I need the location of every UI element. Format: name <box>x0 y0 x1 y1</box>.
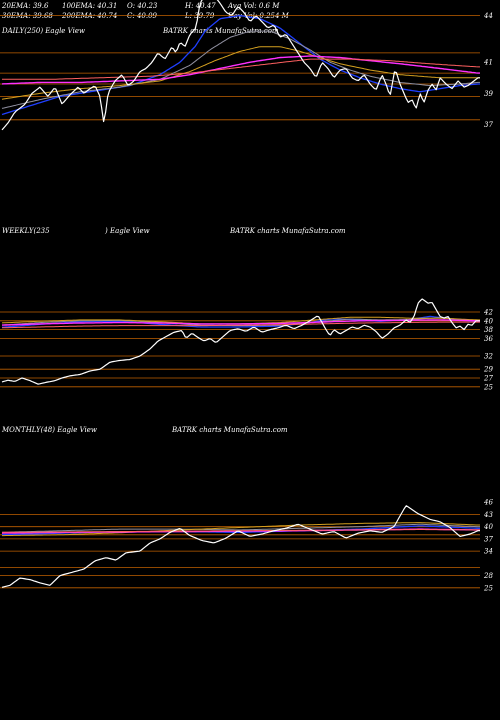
weekly-y-tick: 38 <box>484 326 493 334</box>
monthly-y-tick: 34 <box>484 548 493 556</box>
monthly-ema50-line <box>2 522 480 537</box>
weekly-title-2: ) Eagle View <box>104 227 150 235</box>
daily-y-tick: 44 <box>483 12 493 20</box>
monthly-panel: 46 43 40 37 34 28 25 <box>0 499 493 592</box>
daily-ema20-line <box>1 15 480 116</box>
daily-price-line <box>1 0 480 131</box>
daily-ema200-line <box>2 58 480 80</box>
stat-open: O: 40.23 <box>127 2 158 10</box>
weekly-y-tick: 25 <box>483 383 493 391</box>
weekly-y-tick: 40 <box>483 317 493 325</box>
panel-labels: DAILY(250) Eagle View BATRK charts Munaf… <box>1 27 346 434</box>
weekly-ema200-line <box>2 321 480 329</box>
daily-ema100-line <box>1 55 480 85</box>
monthly-title: MONTHLY(48) Eagle View <box>1 426 97 434</box>
monthly-ema30-line <box>2 523 480 533</box>
daily-ema50-line <box>1 46 480 100</box>
stat-ema100: 100EMA: 40.31 <box>62 2 117 10</box>
weekly-y-tick: 42 <box>483 309 493 317</box>
monthly-y-tick: 28 <box>483 572 493 580</box>
weekly-source: BATRK charts MunafaSutra.com <box>229 227 346 235</box>
daily-source: BATRK charts MunafaSutra.com <box>162 27 279 35</box>
weekly-y-tick: 29 <box>483 366 493 374</box>
stat-ema20: 20EMA: 39.6 <box>1 2 49 10</box>
monthly-y-tick: 40 <box>483 523 493 531</box>
monthly-price-line <box>1 505 480 588</box>
weekly-y-tick: 36 <box>484 335 493 343</box>
stat-avg-vol: Avg Vol: 0.6 M <box>227 2 280 10</box>
weekly-price-line <box>1 298 480 385</box>
daily-title: DAILY(250) Eagle View <box>1 27 85 35</box>
monthly-source: BATRK charts MunafaSutra.com <box>171 426 288 434</box>
weekly-y-tick: 32 <box>484 353 493 361</box>
monthly-ema200-line <box>1 529 480 533</box>
monthly-y-tick: 43 <box>483 511 493 519</box>
weekly-y-tick: 27 <box>483 375 493 383</box>
daily-panel: 44 41 39 37 <box>0 0 493 131</box>
daily-y-tick: 37 <box>484 121 493 129</box>
monthly-y-tick: 46 <box>483 499 493 507</box>
monthly-y-tick: 37 <box>484 535 493 543</box>
weekly-title: WEEKLY(235 <box>2 227 50 235</box>
weekly-ema100-line <box>2 319 480 326</box>
daily-y-tick: 39 <box>484 90 493 98</box>
daily-y-tick: 41 <box>483 59 493 67</box>
monthly-y-tick: 25 <box>483 584 493 592</box>
